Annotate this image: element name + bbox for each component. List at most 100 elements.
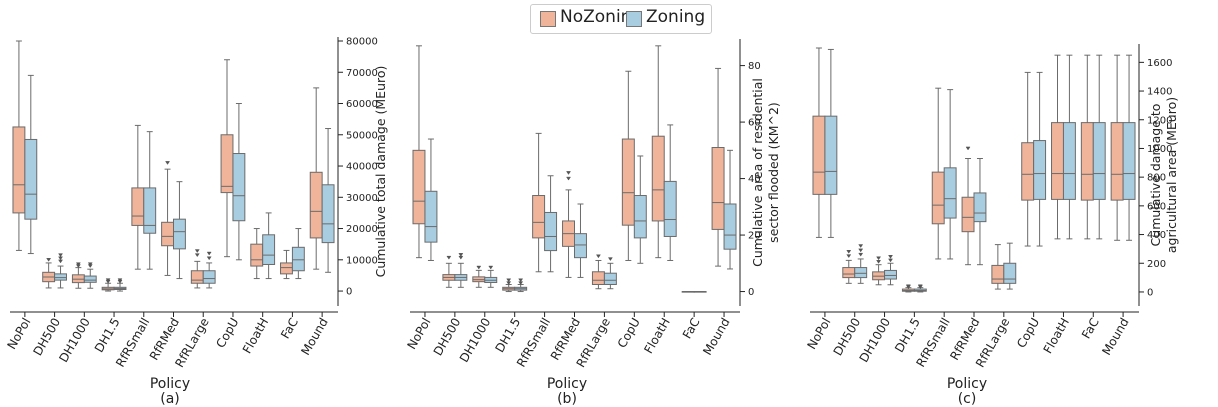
y-tick-label-b: 20 <box>748 231 761 242</box>
flier <box>858 248 864 253</box>
panel-label-b: (b) <box>557 391 577 407</box>
y-tick-label-c: 1200 <box>1147 115 1172 126</box>
box-c-CopU-NoZoning <box>1021 71 1035 247</box>
box-a-Mound-Zoning <box>321 128 335 273</box>
x-tick-label-a-Mound: Mound <box>298 316 330 358</box>
box-a-DH1000-Zoning <box>83 262 97 289</box>
flier <box>58 256 64 261</box>
box-a-DH500-NoZoning <box>42 258 56 289</box>
box-iqr <box>190 270 204 284</box>
flier <box>506 278 512 283</box>
x-tick-label-a-FloatH: FloatH <box>240 316 271 356</box>
box-b-RfRSmall-NoZoning <box>532 132 546 273</box>
box-b-RfRSmall-Zoning <box>544 175 558 273</box>
y-tick-label-a: 40000 <box>346 162 378 173</box>
x-tick-label-b-DH500: DH500 <box>431 316 464 359</box>
y-tick-label-b: 60 <box>748 118 761 129</box>
box-c-NoPol-NoZoning <box>812 47 826 238</box>
box-iqr <box>943 167 957 219</box>
box-a-RfRMed-NoZoning <box>161 161 174 276</box>
box-c-RfRMed-NoZoning <box>961 146 975 266</box>
x-tick-label-a-CopU: CopU <box>213 316 241 351</box>
box-b-RfRMed-Zoning <box>574 203 587 278</box>
box-iqr <box>621 138 635 226</box>
box-iqr <box>544 211 558 252</box>
x-axis-title-c: Policy <box>947 376 987 392</box>
legend: NoZoning Zoning <box>530 4 712 34</box>
flier <box>46 258 52 262</box>
x-tick-label-c-DH500: DH500 <box>831 316 864 359</box>
box-b-CopU-NoZoning <box>621 70 635 261</box>
box-c-DH500-NoZoning <box>842 250 856 284</box>
box-iqr <box>321 184 335 244</box>
y-tick-label-c: 1000 <box>1147 144 1172 155</box>
box-iqr <box>591 271 605 285</box>
box-b-DH1.5-Zoning <box>514 278 528 293</box>
x-tick-label-b-FloatH: FloatH <box>641 316 672 356</box>
y-axis-title-c: agricultural area (MEuro) <box>1164 97 1179 253</box>
x-tick-label-b-Mound: Mound <box>700 316 732 358</box>
box-b-DH1.5-NoZoning <box>502 278 516 293</box>
box-b-RfRLarge-Zoning <box>603 257 617 290</box>
x-tick-label-a-NoPol: NoPol <box>4 316 33 352</box>
y-tick-label-c: 200 <box>1147 259 1166 270</box>
box-a-NoPol-NoZoning <box>12 40 26 251</box>
flier <box>888 255 893 259</box>
flier <box>888 258 893 263</box>
box-iqr <box>143 187 157 234</box>
box-a-DH1000-NoZoning <box>71 262 85 289</box>
box-a-NoPol-Zoning <box>24 74 38 255</box>
box-b-RfRLarge-NoZoning <box>591 254 605 290</box>
flier <box>458 253 464 257</box>
y-axis-title-b: sector flooded (KM^2) <box>766 102 781 243</box>
box-a-RfRMed-Zoning <box>173 181 186 280</box>
box-iqr <box>24 138 38 220</box>
box-iqr <box>824 115 838 195</box>
box-b-Mound-NoZoning <box>711 67 725 267</box>
box-b-FloatH-NoZoning <box>651 45 665 259</box>
box-c-RfRLarge-NoZoning <box>991 244 1005 290</box>
box-iqr <box>12 126 26 214</box>
legend-swatch-nozoning <box>540 11 556 27</box>
x-tick-label-a-DH500: DH500 <box>30 316 63 359</box>
x-tick-label-b-CopU: CopU <box>615 316 643 351</box>
flier <box>846 250 852 254</box>
box-b-NoPol-NoZoning <box>412 45 426 259</box>
box-c-RfRSmall-Zoning <box>943 89 957 260</box>
x-tick-label-a-FaC: FaC <box>278 316 301 342</box>
flier <box>194 253 200 258</box>
box-b-DH1000-NoZoning <box>472 265 486 288</box>
box-b-FaC-Zoning <box>693 291 707 293</box>
box-iqr <box>1033 140 1047 200</box>
legend-swatch-zoning <box>626 11 642 27</box>
flier <box>105 278 111 283</box>
box-iqr <box>1092 122 1106 200</box>
box-b-DH500-Zoning <box>454 253 468 288</box>
x-tick-label-a-DH1.5: DH1.5 <box>92 316 123 355</box>
y-tick-label-b: 40 <box>748 174 761 185</box>
flier <box>206 256 212 261</box>
box-b-FloatH-Zoning <box>663 124 677 261</box>
box-a-DH1.5-NoZoning <box>101 278 115 292</box>
box-c-FaC-NoZoning <box>1080 54 1094 240</box>
flier <box>846 254 852 259</box>
y-tick-label-c: 0 <box>1147 287 1153 298</box>
box-iqr <box>1051 122 1064 200</box>
flier <box>476 265 482 270</box>
flier <box>206 251 212 256</box>
flier <box>58 253 64 258</box>
box-iqr <box>1003 262 1017 284</box>
box-iqr <box>1080 122 1094 201</box>
x-tick-label-b-DH1.5: DH1.5 <box>492 316 523 355</box>
box-iqr <box>663 180 677 237</box>
y-axis-title-b: Cumulative area of residential <box>750 78 765 267</box>
y-tick-label-c: 600 <box>1147 201 1166 212</box>
box-iqr <box>1062 122 1076 200</box>
flier <box>876 256 882 261</box>
box-iqr <box>412 149 426 225</box>
box-iqr <box>711 147 725 230</box>
y-tick-label-a: 70000 <box>346 68 378 79</box>
box-a-RfRLarge-NoZoning <box>190 249 204 289</box>
